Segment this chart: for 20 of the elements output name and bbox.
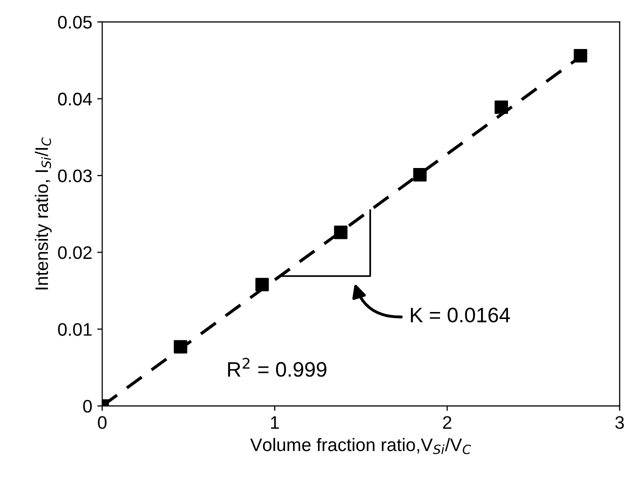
y-tick-label: 0 [83, 400, 92, 413]
y-tick-label: 0.01 [58, 323, 92, 336]
point [334, 226, 348, 240]
y-tick-label: 0.05 [58, 16, 92, 29]
annotation: K = 0.0164 [410, 308, 510, 322]
point [574, 49, 588, 62]
point [494, 100, 508, 114]
x-tick-label: 3 [615, 416, 624, 429]
point [413, 168, 427, 182]
y-axis-title: Intensity ratio, I$_{Si}$/I$_{C}$ [34, 137, 52, 290]
x-tick-label: 0 [98, 416, 107, 429]
x-tick-label: 2 [443, 416, 452, 429]
point [255, 278, 269, 292]
point [174, 340, 188, 354]
y-tick-label: 0.03 [58, 169, 92, 182]
x-axis-title: Volume fraction ratio,V$_{Si}$/V$_{C}$ [250, 438, 472, 454]
x-tick-label: 1 [271, 416, 279, 429]
y-tick-label: 0.04 [58, 92, 92, 106]
y-tick-label: 0.02 [58, 246, 92, 260]
annotation: R$^{2}$ = 0.999 [228, 358, 326, 377]
